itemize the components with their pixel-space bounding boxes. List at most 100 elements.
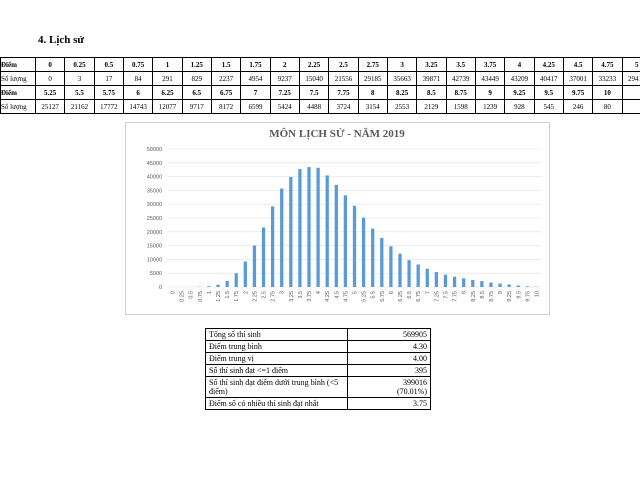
score-cell: 21162: [64, 99, 95, 114]
score-cell: 12077: [152, 99, 183, 114]
summary-value: 3.75: [347, 397, 431, 410]
y-tick-label: 0: [159, 285, 162, 291]
bar: [216, 284, 220, 287]
score-cell: 3724: [328, 99, 359, 114]
score-cell: 17: [93, 71, 124, 86]
bar: [325, 175, 329, 287]
summary-row: Điểm trung vị 4.00: [205, 352, 431, 365]
score-cell: 42739: [445, 71, 476, 86]
x-tick-label: 1.75: [234, 291, 240, 302]
score-cell: 43449: [474, 71, 506, 86]
bar: [398, 253, 402, 287]
score-cell: 33233: [592, 71, 623, 86]
score-cell: 3154: [357, 99, 388, 114]
score-cell: 5.5: [64, 85, 95, 100]
summary-value: 399016 (70.01%): [347, 376, 431, 398]
x-tick-label: 7.5: [443, 291, 449, 299]
y-tick-label: 5000: [150, 271, 162, 277]
score-cell: 545: [533, 99, 564, 114]
x-tick-label: 1: [207, 291, 213, 294]
score-row: Số lượng 25127 21162 17772 14743 12077 9717 817…: [0, 99, 640, 114]
score-cell: 928: [504, 99, 535, 114]
x-tick-label: 2.75: [271, 291, 277, 302]
score-cell: 37001: [562, 71, 594, 86]
score-cell: 6.75: [210, 85, 242, 100]
bar: [525, 286, 529, 287]
score-cell: 2129: [416, 99, 447, 114]
score-row: Điểm 5.25 5.5 5.75 6 6.25 6.5 6.75 7 7.25 7.5 7.75 8…: [0, 85, 640, 100]
score-cell: 0: [34, 71, 66, 86]
x-tick-label: 4.75: [343, 291, 349, 302]
x-tick-label: 9.75: [525, 291, 531, 302]
bar: [507, 284, 511, 287]
score-cell: 2.5: [328, 57, 359, 72]
x-tick-label: 0.5: [189, 291, 195, 299]
score-cell: 1.5: [210, 57, 242, 72]
score-cell: 39871: [416, 71, 447, 86]
score-cell: 3.5: [445, 57, 476, 72]
score-cell: 1239: [474, 99, 506, 114]
bar: [334, 184, 338, 287]
bar: [352, 205, 357, 287]
score-cell: 29412: [621, 71, 640, 86]
x-tick-label: 3: [280, 291, 286, 294]
x-tick-label: 5.75: [380, 291, 386, 302]
summary-row: Số thí sinh đạt <=1 điểm 395: [205, 364, 431, 377]
bar: [443, 274, 448, 287]
x-tick-label: 10: [534, 291, 540, 297]
score-cell: 29185: [357, 71, 388, 86]
x-tick-label: 4.5: [334, 291, 340, 299]
score-cell: 2: [269, 57, 300, 72]
x-tick-label: 5.25: [362, 291, 368, 302]
x-tick-label: 2.5: [262, 291, 268, 299]
score-cell: 0: [34, 57, 66, 72]
bar: [425, 268, 429, 287]
bar: [416, 264, 420, 287]
score-cell: 4: [504, 57, 535, 72]
bar: [361, 217, 366, 287]
bar: [389, 246, 393, 287]
x-tick-label: 6.5: [407, 291, 413, 299]
bar: [462, 278, 466, 287]
score-cell: 0.25: [64, 57, 95, 72]
score-cell: 8: [357, 85, 388, 100]
summary-row: Số thí sinh đạt điểm dưới trung bình (<5…: [205, 376, 431, 398]
x-tick-label: 0.75: [198, 291, 204, 302]
score-cell: 5.75: [93, 85, 124, 100]
score-cell: 2553: [386, 99, 418, 114]
bar: [407, 260, 411, 287]
x-tick-label: 3.25: [289, 291, 295, 302]
summary-label: Điểm số có nhiều thí sinh đạt nhất: [205, 397, 348, 410]
row-label: Số lượng: [0, 99, 36, 114]
y-tick-label: 20000: [147, 230, 162, 236]
score-cell: 14743: [122, 99, 154, 114]
x-tick-label: 9.5: [516, 291, 522, 299]
score-cell: 5424: [269, 99, 300, 114]
bar: [307, 167, 311, 287]
summary-label: Điểm trung bình: [205, 340, 348, 353]
summary-value-line: (70.01%): [397, 387, 427, 396]
y-tick-label: 10000: [147, 257, 162, 263]
score-cell: 5: [621, 57, 640, 72]
y-tick-label: 25000: [147, 216, 162, 222]
x-tick-label: 8.5: [480, 291, 486, 299]
x-tick-label: 4: [316, 291, 322, 294]
y-tick-label: 50000: [147, 147, 162, 153]
bar: [371, 228, 375, 287]
y-tick-label: 45000: [147, 161, 162, 167]
summary-value-line: 3.75: [413, 399, 427, 408]
x-tick-label: 1.5: [225, 291, 231, 299]
score-cell: 5.25: [34, 85, 66, 100]
score-cell: 3.25: [416, 57, 447, 72]
bar: [225, 280, 229, 287]
x-tick-label: 7: [425, 291, 431, 294]
summary-value-line: 4.00: [413, 354, 427, 363]
chart-box: MÔN LỊCH SỬ - NĂM 2019 0 5000 10000 15000 20…: [125, 122, 550, 315]
x-tick-label: 7.75: [453, 291, 459, 302]
score-cell: 3: [386, 57, 418, 72]
score-cell: 9.75: [562, 85, 594, 100]
row-label: Điểm: [0, 57, 36, 72]
score-cell: 9.5: [533, 85, 564, 100]
score-cell: 4.25: [533, 57, 564, 72]
summary-row: Điểm trung bình 4.30: [205, 340, 431, 353]
